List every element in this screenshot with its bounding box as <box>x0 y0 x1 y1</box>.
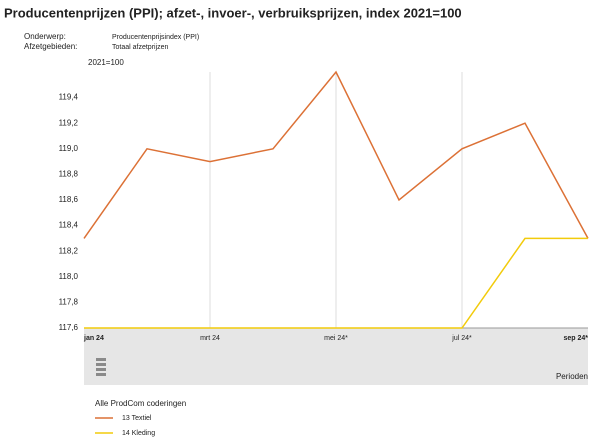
logo <box>96 358 106 376</box>
y-tick-label: 119,4 <box>59 93 79 102</box>
x-axis-label: Perioden <box>556 372 588 381</box>
y-tick-label: 118,4 <box>59 221 79 230</box>
y-tick-label: 119,2 <box>59 118 79 127</box>
x-tick-label: mei 24* <box>324 335 348 342</box>
y-tick-label: 118,8 <box>59 170 79 179</box>
series-line <box>83 70 589 239</box>
meta-value: Producentenprijsindex (PPI) <box>112 34 199 41</box>
unit-label: 2021=100 <box>88 58 124 67</box>
legend-label: 14 Kleding <box>122 430 155 437</box>
y-tick-label: 117,8 <box>59 298 79 307</box>
footer-band <box>84 328 588 385</box>
x-tick-label: mrt 24 <box>200 335 220 342</box>
y-tick-label: 119,0 <box>59 144 79 153</box>
x-tick-label: jan 24 <box>83 335 104 342</box>
x-tick-label: jul 24* <box>451 335 472 342</box>
x-tick-label: sep 24* <box>563 335 588 342</box>
y-tick-label: 118,2 <box>59 246 79 255</box>
y-tick-label: 118,6 <box>59 195 79 204</box>
legend-label: 13 Textiel <box>122 415 152 422</box>
legend-title: Alle ProdCom coderingen <box>95 399 186 408</box>
meta-label: Afzetgebieden: <box>24 42 77 51</box>
series-line <box>84 237 588 329</box>
y-tick-label: 118,0 <box>59 272 79 281</box>
chart-title: Producentenprijzen (PPI); afzet-, invoer… <box>4 5 462 20</box>
meta-label: Onderwerp: <box>24 32 66 41</box>
y-tick-label: 117,6 <box>59 323 79 332</box>
meta-value: Totaal afzetprijzen <box>112 44 169 51</box>
